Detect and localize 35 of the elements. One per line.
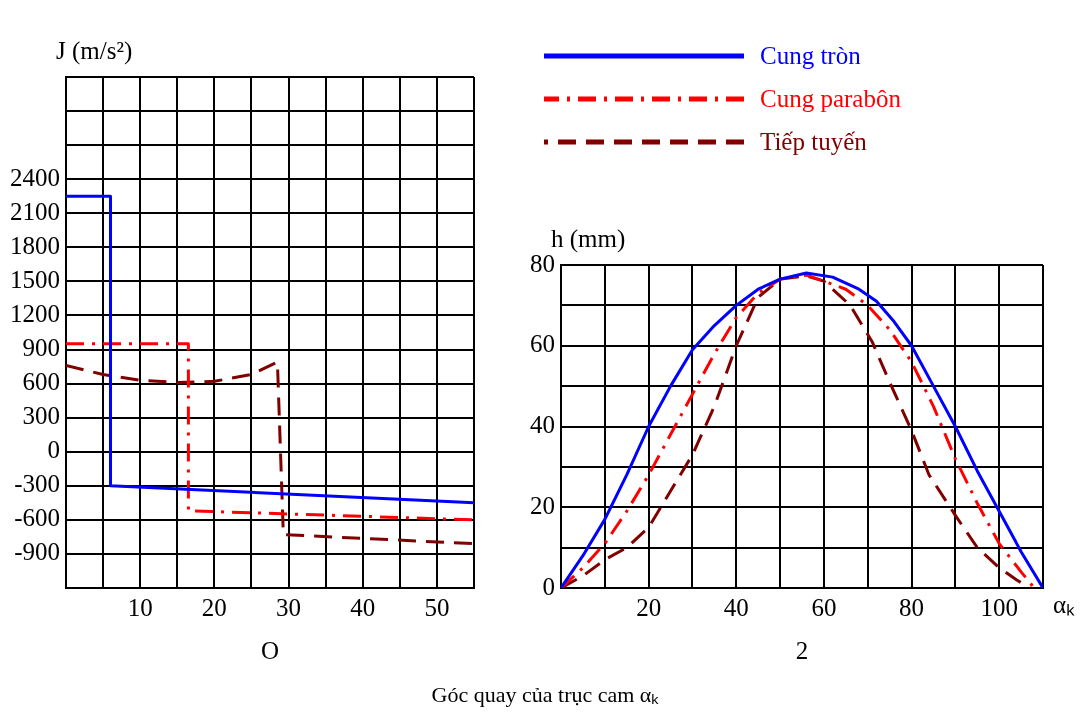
- text: O: [260, 637, 280, 665]
- x-tick-label: 80: [899, 593, 925, 621]
- x-tick-label: 40: [723, 593, 749, 621]
- x-tick-label: 60: [811, 593, 837, 621]
- text: Cung tròn: [760, 41, 861, 70]
- x-tick-label: 20: [636, 593, 662, 621]
- x-axis-title: αₖ: [1053, 591, 1076, 619]
- y-axis-title: J (m/s²): [56, 37, 133, 66]
- y-tick-label: 1800: [10, 231, 60, 259]
- y-tick-label: 2100: [10, 197, 60, 225]
- text: 2: [795, 637, 809, 665]
- y-tick-label: 40: [530, 411, 555, 439]
- y-tick-label: 300: [22, 402, 60, 430]
- y-tick-label: 2400: [10, 163, 60, 191]
- y-tick-label: -600: [14, 504, 60, 532]
- y-tick-label: 900: [22, 334, 60, 362]
- x-tick-label: 10: [127, 593, 153, 621]
- line-series: [66, 360, 474, 546]
- y-tick-label: -900: [14, 538, 60, 566]
- y-tick-label: 1200: [10, 300, 60, 328]
- y-tick-label: 0: [47, 436, 60, 464]
- x-tick-label: 40: [350, 593, 376, 621]
- y-tick-label: 60: [530, 330, 555, 358]
- y-tick-label: 1500: [10, 265, 60, 293]
- y-tick-label: 600: [22, 368, 60, 396]
- x-tick-label: 20: [201, 593, 227, 621]
- x-tick-label: 100: [980, 593, 1018, 621]
- x-tick-label: 50: [424, 593, 450, 621]
- y-tick-label: 0: [542, 572, 555, 600]
- text: Cung parabôn: [760, 84, 901, 113]
- y-tick-label: 20: [530, 491, 555, 519]
- text: Tiếp tuyến: [760, 127, 867, 156]
- x-tick-label: 30: [276, 593, 302, 621]
- text: Góc quay của trục cam αₖ: [430, 681, 661, 708]
- y-tick-label: -300: [14, 470, 60, 498]
